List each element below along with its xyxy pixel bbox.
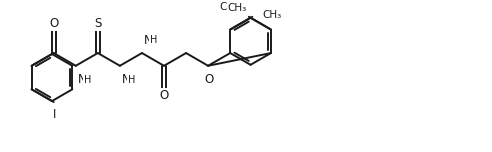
Text: CH₃: CH₃	[228, 3, 247, 13]
Text: H: H	[84, 75, 91, 85]
Text: O: O	[205, 73, 214, 86]
Text: CH₃: CH₃	[220, 2, 239, 12]
Text: H: H	[128, 75, 135, 85]
Text: N: N	[122, 73, 130, 86]
Text: I: I	[53, 108, 57, 121]
Text: S: S	[94, 17, 101, 30]
Text: O: O	[49, 17, 59, 30]
Text: N: N	[144, 34, 153, 47]
Text: O: O	[159, 89, 169, 102]
Text: CH₃: CH₃	[262, 10, 281, 20]
Text: H: H	[150, 35, 157, 45]
Text: N: N	[78, 73, 87, 86]
